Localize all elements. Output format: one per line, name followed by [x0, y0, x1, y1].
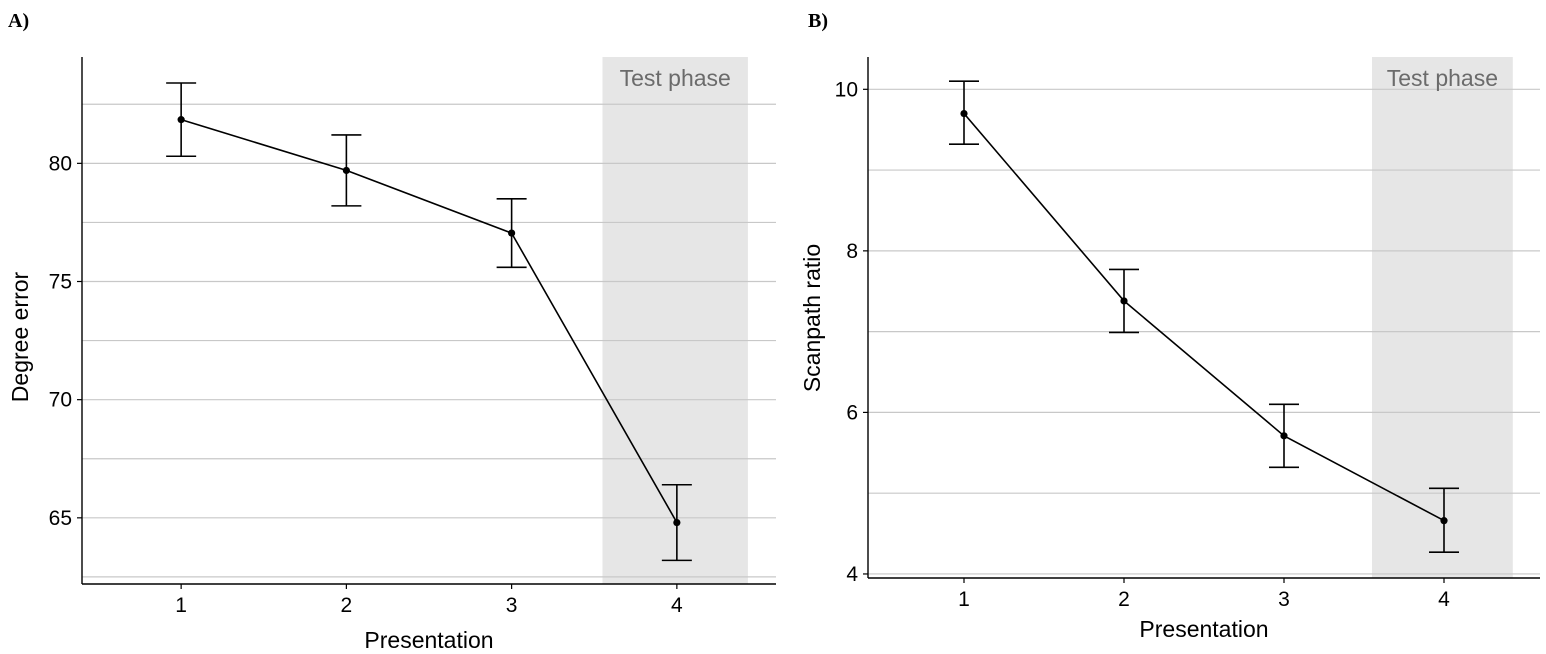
data-point — [1280, 432, 1288, 440]
panel-b-label: B) — [808, 10, 828, 32]
data-point — [508, 229, 516, 237]
y-axis-label: Scanpath ratio — [799, 244, 825, 392]
y-tick-label: 80 — [49, 152, 72, 175]
test-phase-band — [1372, 57, 1513, 578]
data-point — [177, 116, 185, 124]
series-line — [963, 112, 1445, 522]
data-point — [960, 109, 968, 118]
panel-b: B) 4 6 8 10 Test phase 1 2 3 4 Presentation Scanpa… — [799, 10, 1540, 642]
test-phase-band — [602, 57, 748, 584]
x-tick-label: 4 — [671, 594, 683, 617]
panel-a: A) 65 70 75 80 Test phase 1 2 3 4 Presentation Deg… — [7, 10, 776, 653]
x-tick-label: 1 — [175, 594, 187, 617]
x-axis-label: Presentation — [1139, 616, 1268, 642]
data-point — [342, 166, 350, 175]
test-phase-label: Test phase — [620, 65, 731, 91]
x-axis-label: Presentation — [364, 627, 493, 653]
data-point — [1120, 297, 1128, 305]
y-tick-label: 6 — [846, 401, 858, 424]
x-tick-label: 4 — [1438, 588, 1450, 611]
y-tick-label: 10 — [835, 78, 858, 101]
test-phase-label: Test phase — [1387, 65, 1498, 91]
y-tick-label: 4 — [846, 563, 858, 586]
data-point — [1440, 517, 1448, 525]
panel-a-label: A) — [8, 10, 29, 32]
x-tick-label: 2 — [1118, 588, 1130, 611]
x-tick-label: 2 — [341, 594, 353, 617]
y-tick-label: 70 — [49, 389, 72, 412]
y-tick-label: 8 — [846, 240, 858, 263]
x-tick-label: 3 — [1278, 588, 1290, 611]
x-tick-label: 1 — [958, 588, 970, 611]
y-axis-label: Degree error — [7, 271, 33, 402]
y-tick-label: 75 — [49, 271, 72, 294]
data-point — [673, 518, 681, 527]
series-line — [180, 118, 678, 523]
x-tick-label: 3 — [506, 594, 518, 617]
y-tick-label: 65 — [49, 507, 72, 530]
